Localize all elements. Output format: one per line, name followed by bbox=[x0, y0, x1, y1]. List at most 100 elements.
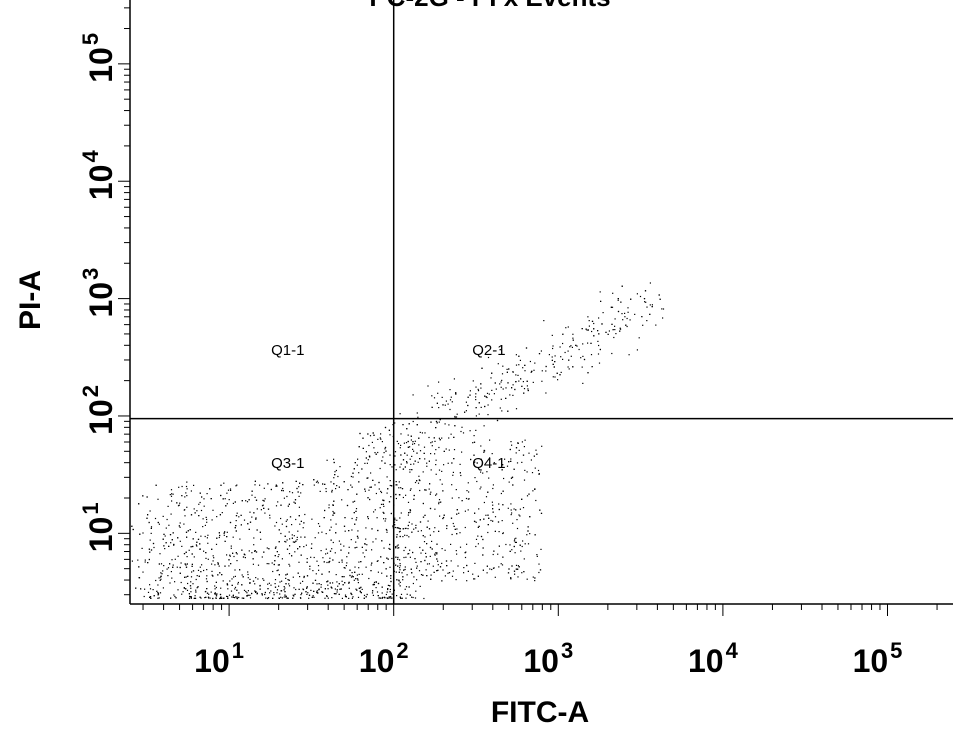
scatter-point bbox=[407, 528, 409, 530]
scatter-point bbox=[273, 563, 275, 566]
scatter-point bbox=[482, 554, 484, 556]
scatter-point bbox=[416, 567, 418, 569]
scatter-point bbox=[211, 570, 213, 572]
scatter-point bbox=[422, 549, 424, 551]
scatter-point bbox=[364, 543, 366, 545]
scatter-point bbox=[343, 525, 346, 527]
scatter-point bbox=[475, 407, 477, 409]
scatter-point bbox=[302, 527, 304, 529]
scatter-point bbox=[554, 376, 556, 378]
scatter-point bbox=[490, 519, 492, 522]
scatter-point bbox=[413, 576, 415, 578]
scatter-point bbox=[404, 466, 406, 468]
scatter-point bbox=[534, 467, 536, 469]
scatter-point bbox=[229, 554, 231, 556]
scatter-point bbox=[590, 354, 593, 356]
scatter-point bbox=[389, 480, 391, 482]
scatter-point bbox=[394, 517, 396, 519]
scatter-point bbox=[270, 488, 272, 491]
scatter-point bbox=[534, 488, 536, 490]
scatter-point bbox=[355, 510, 357, 512]
scatter-point bbox=[291, 534, 293, 536]
scatter-point bbox=[175, 597, 177, 599]
scatter-point bbox=[428, 436, 430, 439]
x-axis-label: FITC-A bbox=[491, 696, 589, 729]
scatter-point bbox=[499, 349, 501, 351]
scatter-point bbox=[296, 487, 298, 490]
scatter-point bbox=[515, 541, 517, 543]
scatter-point bbox=[215, 597, 217, 599]
scatter-point bbox=[473, 454, 475, 456]
scatter-point bbox=[153, 546, 155, 549]
scatter-point bbox=[286, 573, 288, 575]
scatter-point bbox=[401, 488, 404, 490]
scatter-point bbox=[354, 462, 356, 464]
scatter-point bbox=[287, 597, 289, 599]
scatter-point bbox=[263, 507, 265, 509]
scatter-point bbox=[410, 439, 412, 441]
scatter-point bbox=[423, 597, 425, 600]
scatter-point bbox=[306, 587, 308, 589]
scatter-point bbox=[292, 597, 294, 599]
scatter-point bbox=[405, 586, 408, 588]
scatter-point bbox=[275, 505, 278, 507]
scatter-point bbox=[405, 494, 407, 496]
scatter-point bbox=[521, 441, 523, 443]
scatter-point bbox=[437, 569, 439, 571]
scatter-point bbox=[510, 578, 512, 580]
scatter-point bbox=[644, 301, 646, 303]
x-tick-label: 103 bbox=[523, 638, 573, 679]
scatter-point bbox=[364, 556, 366, 558]
scatter-point bbox=[327, 580, 329, 582]
scatter-point bbox=[452, 522, 454, 525]
scatter-point bbox=[530, 459, 532, 461]
scatter-point bbox=[263, 551, 265, 553]
scatter-point bbox=[274, 579, 277, 581]
scatter-point bbox=[211, 574, 213, 576]
scatter-point bbox=[372, 479, 374, 481]
scatter-point bbox=[515, 364, 518, 366]
scatter-point bbox=[529, 533, 531, 535]
scatter-point bbox=[284, 535, 286, 537]
scatter-point bbox=[567, 326, 569, 328]
scatter-point bbox=[299, 582, 302, 584]
scatter-point bbox=[247, 577, 249, 579]
scatter-point bbox=[302, 580, 304, 582]
scatter-point bbox=[456, 533, 458, 535]
scatter-point bbox=[181, 495, 183, 497]
scatter-point bbox=[166, 568, 168, 570]
scatter-point bbox=[174, 595, 176, 598]
scatter-point bbox=[313, 596, 315, 598]
scatter-point bbox=[252, 563, 254, 565]
scatter-point bbox=[356, 493, 358, 495]
scatter-point bbox=[381, 572, 383, 574]
scatter-point bbox=[426, 575, 428, 577]
scatter-point bbox=[643, 298, 646, 300]
scatter-point bbox=[439, 479, 441, 481]
scatter-point bbox=[403, 569, 405, 571]
scatter-point bbox=[274, 586, 277, 588]
scatter-point bbox=[261, 556, 263, 558]
scatter-point bbox=[472, 442, 474, 444]
scatter-point bbox=[326, 561, 328, 564]
scatter-point bbox=[569, 346, 571, 348]
scatter-point bbox=[253, 512, 255, 514]
scatter-point bbox=[196, 587, 198, 589]
scatter-point bbox=[190, 576, 193, 578]
scatter-point bbox=[303, 575, 305, 578]
scatter-point bbox=[500, 398, 502, 400]
scatter-point bbox=[491, 389, 493, 391]
scatter-point bbox=[206, 575, 208, 577]
scatter-point bbox=[149, 510, 151, 512]
scatter-point bbox=[285, 596, 287, 598]
scatter-point bbox=[200, 509, 203, 512]
scatter-point bbox=[354, 547, 356, 549]
scatter-point bbox=[460, 430, 462, 433]
scatter-point bbox=[267, 483, 269, 485]
scatter-point bbox=[473, 578, 475, 580]
scatter-point bbox=[263, 487, 265, 489]
scatter-point bbox=[254, 550, 256, 552]
scatter-point bbox=[374, 484, 376, 486]
scatter-point bbox=[441, 396, 443, 398]
scatter-point bbox=[288, 585, 291, 587]
